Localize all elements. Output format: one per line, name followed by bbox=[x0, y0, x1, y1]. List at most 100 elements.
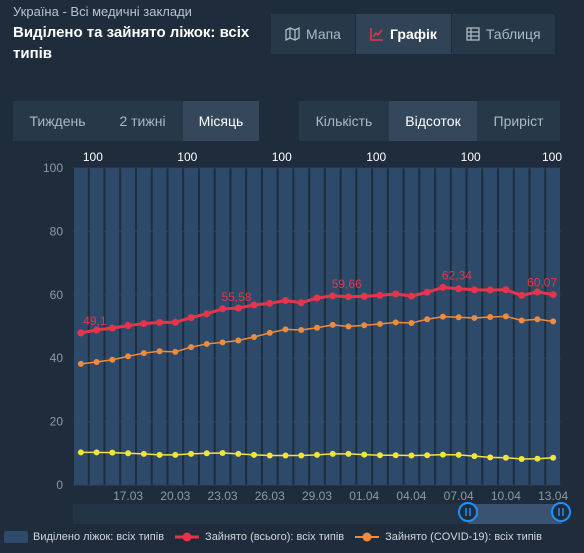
total-series-point bbox=[108, 324, 116, 332]
yellow-series-point bbox=[439, 451, 446, 458]
legend-item-covid[interactable]: Зайнято (COVID-19): всіх типів bbox=[354, 531, 542, 543]
tab-map[interactable]: Мапа bbox=[271, 14, 356, 54]
bar-top-label: 100 bbox=[177, 150, 197, 164]
yellow-series-point bbox=[251, 451, 258, 458]
data-label: 60,07 bbox=[527, 276, 557, 290]
total-series-point bbox=[297, 299, 305, 307]
bar bbox=[215, 168, 230, 485]
yellow-series-point bbox=[188, 450, 195, 457]
covid-series-point bbox=[534, 316, 541, 323]
bar-top-label: 100 bbox=[542, 150, 562, 164]
tab-map-label: Мапа bbox=[306, 26, 341, 42]
covid-series-point bbox=[156, 348, 163, 355]
total-series-point bbox=[234, 304, 242, 312]
yellow-series-point bbox=[518, 456, 525, 463]
legend-swatch-total bbox=[175, 532, 200, 542]
covid-series-point bbox=[487, 313, 494, 320]
total-series-point bbox=[219, 305, 227, 313]
covid-series-point bbox=[455, 314, 462, 321]
bar-top-label: 100 bbox=[461, 150, 481, 164]
tab-chart-label: Графік bbox=[389, 26, 437, 42]
yellow-series-point bbox=[345, 450, 352, 457]
total-series-point bbox=[156, 318, 164, 326]
covid-series-point bbox=[140, 350, 147, 357]
x-tick-label: 26.03 bbox=[255, 489, 285, 503]
legend-label-allocated: Виділено ліжок: всіх типів bbox=[33, 531, 165, 543]
yellow-series-point bbox=[534, 455, 541, 462]
tab-chart[interactable]: Графік bbox=[355, 14, 452, 54]
data-label: 55,58 bbox=[222, 290, 252, 304]
total-series-point bbox=[313, 294, 321, 302]
covid-series-point bbox=[471, 314, 478, 321]
yellow-series-point bbox=[109, 449, 116, 456]
range-handle-right[interactable] bbox=[551, 502, 571, 522]
yellow-series-point bbox=[314, 451, 320, 458]
yellow-series-point bbox=[140, 450, 147, 457]
yellow-series-point bbox=[424, 452, 431, 459]
covid-series-point bbox=[203, 340, 210, 347]
x-tick-label: 29.03 bbox=[302, 489, 332, 503]
yellow-series-point bbox=[125, 450, 132, 457]
total-series-point bbox=[203, 310, 211, 318]
total-series-point bbox=[360, 292, 368, 300]
covid-series-point bbox=[298, 326, 305, 333]
region-subtitle: Україна - Всі медичні заклади bbox=[13, 4, 192, 19]
covid-series-point bbox=[314, 324, 320, 331]
bar-top-label: 100 bbox=[83, 150, 103, 164]
x-tick-label: 10.04 bbox=[491, 489, 521, 503]
metric-tabs: Кількість Відсоток Приріст bbox=[299, 101, 560, 141]
yellow-series-point bbox=[219, 449, 226, 456]
metric-growth-button[interactable]: Приріст bbox=[477, 101, 560, 141]
bar bbox=[184, 168, 198, 485]
total-series-point bbox=[439, 283, 447, 291]
total-series-point bbox=[470, 286, 478, 294]
total-series-point bbox=[187, 314, 195, 322]
data-label: 49,1 bbox=[83, 314, 107, 328]
period-2weeks-button[interactable]: 2 тижні bbox=[102, 101, 183, 141]
yellow-series-point bbox=[502, 454, 509, 461]
x-tick-label: 20.03 bbox=[160, 489, 190, 503]
period-week-button[interactable]: Тиждень bbox=[13, 101, 102, 141]
covid-series-point bbox=[392, 319, 399, 326]
data-label: 62,34 bbox=[442, 268, 472, 282]
yellow-series-point bbox=[329, 450, 336, 457]
covid-series-point bbox=[502, 313, 509, 320]
legend-item-allocated[interactable]: Виділено ліжок: всіх типів bbox=[0, 531, 164, 543]
covid-series-point bbox=[408, 320, 415, 327]
yellow-series-point bbox=[298, 452, 305, 459]
bar bbox=[436, 168, 450, 485]
yellow-series-point bbox=[361, 451, 368, 458]
y-tick-label: 80 bbox=[50, 224, 64, 238]
map-icon bbox=[285, 27, 300, 41]
bar bbox=[247, 168, 261, 485]
bar bbox=[388, 168, 403, 485]
total-series-point bbox=[77, 329, 85, 337]
x-tick-label: 07.04 bbox=[444, 489, 474, 503]
total-series-point bbox=[376, 291, 384, 299]
bar bbox=[499, 168, 513, 485]
metric-count-button[interactable]: Кількість bbox=[299, 101, 389, 141]
period-month-button[interactable]: Місяць bbox=[183, 101, 259, 141]
yellow-series-point bbox=[203, 450, 210, 457]
bar-top-label: 100 bbox=[272, 150, 292, 164]
legend-item-total[interactable]: Зайнято (всього): всіх типів bbox=[174, 531, 344, 543]
total-series-point bbox=[502, 286, 510, 294]
covid-series-point bbox=[439, 313, 446, 320]
y-tick-label: 40 bbox=[50, 351, 64, 365]
bar bbox=[530, 168, 545, 485]
period-tabs: Тиждень 2 тижні Місяць bbox=[13, 101, 259, 141]
x-tick-label: 13.04 bbox=[538, 489, 568, 503]
total-series-point bbox=[344, 293, 352, 301]
legend-label-covid: Зайнято (COVID-19): всіх типів bbox=[385, 531, 542, 543]
tab-table[interactable]: Таблиця bbox=[451, 14, 556, 54]
bar bbox=[231, 168, 246, 485]
total-series-point bbox=[392, 290, 400, 298]
chart-legend: Виділено ліжок: всіх типів Зайнято (всьо… bbox=[0, 527, 584, 547]
covid-series-point bbox=[77, 360, 84, 367]
bar bbox=[152, 168, 167, 485]
total-series-point bbox=[533, 288, 541, 296]
yellow-series-point bbox=[93, 449, 100, 456]
data-label: 59,66 bbox=[332, 277, 362, 291]
range-handle-left[interactable] bbox=[458, 502, 478, 522]
metric-percent-button[interactable]: Відсоток bbox=[389, 101, 477, 141]
